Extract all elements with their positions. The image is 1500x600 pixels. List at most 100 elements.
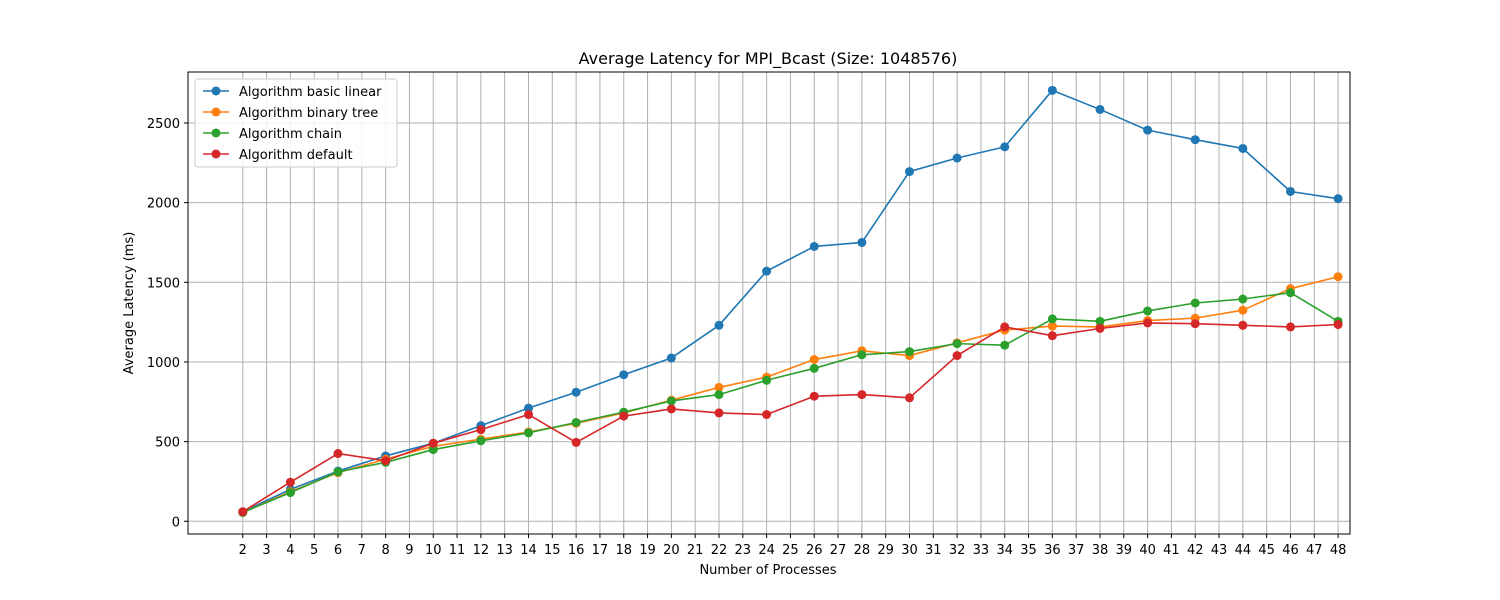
x-tick-label: 32 [949, 543, 966, 558]
data-point [524, 428, 534, 438]
x-tick-label: 34 [996, 543, 1013, 558]
legend-item: Algorithm chain [203, 127, 342, 142]
data-point [666, 353, 676, 363]
data-point [476, 425, 486, 435]
x-tick-label: 39 [1116, 543, 1133, 558]
x-tick-label: 44 [1235, 543, 1252, 558]
x-tick-label: 33 [973, 543, 990, 558]
data-point [809, 391, 819, 401]
x-tick-label: 25 [782, 543, 799, 558]
data-point [428, 445, 438, 455]
data-point [952, 153, 962, 163]
y-axis-title: Average Latency (ms) [122, 232, 137, 375]
x-tick-label: 11 [449, 543, 466, 558]
x-tick-label: 22 [711, 543, 728, 558]
x-tick-label: 5 [310, 543, 318, 558]
data-point [857, 390, 867, 400]
data-point [1285, 186, 1295, 196]
data-point [762, 410, 772, 420]
data-point [1285, 322, 1295, 332]
data-point [1238, 305, 1248, 315]
data-point [1143, 318, 1153, 328]
data-point [1333, 194, 1343, 204]
data-point [1047, 314, 1057, 324]
x-tick-label: 7 [358, 543, 366, 558]
data-point [904, 167, 914, 177]
x-tick-label: 4 [286, 543, 294, 558]
data-point [1095, 323, 1105, 333]
x-tick-label: 18 [615, 543, 632, 558]
x-tick-label: 3 [262, 543, 270, 558]
legend-item: Algorithm default [203, 148, 353, 163]
x-tick-label: 24 [758, 543, 775, 558]
x-tick-label: 38 [1092, 543, 1109, 558]
y-tick-label: 2000 [147, 197, 180, 212]
x-tick-label: 35 [1020, 543, 1037, 558]
data-point [666, 404, 676, 414]
x-tick-label: 27 [830, 543, 847, 558]
x-tick-label: 45 [1258, 543, 1275, 558]
x-tick-label: 10 [425, 543, 442, 558]
data-point [1143, 125, 1153, 135]
legend-marker [211, 107, 221, 117]
x-tick-label: 8 [381, 543, 389, 558]
data-point [714, 382, 724, 392]
data-point [524, 403, 534, 413]
legend-item: Algorithm binary tree [203, 106, 378, 121]
x-tick-label: 43 [1211, 543, 1228, 558]
data-point [619, 370, 629, 380]
data-point [952, 339, 962, 349]
y-tick-label: 2500 [147, 117, 180, 132]
x-tick-label: 2 [239, 543, 247, 558]
data-point [809, 363, 819, 373]
legend-marker [211, 128, 221, 138]
data-point [1000, 340, 1010, 350]
data-point [1238, 143, 1248, 153]
series-line [242, 322, 1339, 513]
data-point [1143, 306, 1153, 316]
x-tick-label: 36 [1044, 543, 1061, 558]
x-axis-title: Number of Processes [699, 563, 836, 578]
legend-label: Algorithm chain [239, 127, 342, 142]
x-axis: 2 3 4 5 6 7 8 9 10 11 12 13 14 15 16 17 18 19 20 21 22 23 24 25… [239, 534, 1346, 558]
data-point [571, 417, 581, 427]
data-point [666, 396, 676, 406]
x-tick-label: 31 [925, 543, 942, 558]
x-tick-label: 30 [901, 543, 918, 558]
x-tick-label: 15 [544, 543, 561, 558]
x-tick-label: 41 [1163, 543, 1180, 558]
x-tick-label: 46 [1282, 543, 1299, 558]
x-tick-label: 37 [1068, 543, 1085, 558]
legend-label: Algorithm default [239, 148, 353, 163]
legend-label: Algorithm basic linear [239, 85, 382, 100]
data-point [1190, 319, 1200, 329]
x-tick-label: 20 [663, 543, 680, 558]
series [238, 288, 1343, 517]
x-tick-label: 40 [1139, 543, 1156, 558]
legend-marker [211, 86, 221, 96]
x-tick-label: 28 [854, 543, 871, 558]
y-tick-label: 1500 [147, 276, 180, 291]
data-point [285, 477, 295, 487]
legend: Algorithm basic linear Algorithm binary t… [194, 78, 398, 168]
data-point [238, 507, 248, 517]
x-tick-label: 9 [405, 543, 413, 558]
y-axis: 0 500 1000 1500 2000 2500 [147, 117, 188, 530]
data-point [1047, 331, 1057, 341]
legend-box [194, 78, 398, 168]
data-point [1333, 272, 1343, 282]
data-point [1095, 104, 1105, 114]
data-point [524, 410, 534, 420]
series-line [242, 275, 1339, 514]
data-point [1095, 316, 1105, 326]
data-point [1000, 322, 1010, 332]
series-line [242, 291, 1339, 514]
data-point [1238, 294, 1248, 304]
data-point [571, 387, 581, 397]
y-tick-label: 500 [155, 436, 180, 451]
plot-area [187, 71, 1351, 535]
legend-item: Algorithm basic linear [203, 85, 382, 100]
data-point [1190, 135, 1200, 145]
y-tick-label: 1000 [147, 356, 180, 371]
